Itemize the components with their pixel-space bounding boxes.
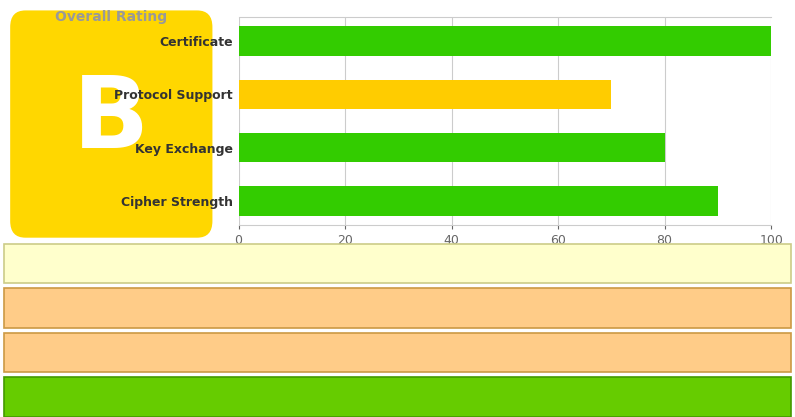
Text: for more information, configuration guides, and books. Known issues are document: for more information, configuration guid… [201,257,747,270]
Text: documentation page: documentation page [71,257,201,270]
Text: .: . [776,257,780,270]
Bar [238,26,771,55]
Text: MORE INFO »: MORE INFO » [596,346,679,359]
Text: This server supports weak Diffie-Hellman (DH) key exchange parameters. Grade cap: This server supports weak Diffie-Hellman… [56,302,656,315]
Bar [238,80,611,109]
Bar [238,186,718,216]
Text: B: B [73,73,149,169]
Text: Overall Rating: Overall Rating [55,10,168,25]
Bar [238,133,665,162]
Text: The server does not support Forward Secrecy with the reference browsers.: The server does not support Forward Secr… [116,346,596,359]
Text: here: here [747,257,776,270]
Text: This server supports TLS_FALLBACK_SCSV to prevent protocol downgrade attacks.: This server supports TLS_FALLBACK_SCSV t… [88,391,707,404]
FancyBboxPatch shape [10,10,212,238]
Text: Visit our: Visit our [15,257,71,270]
Text: MORE INFO »: MORE INFO » [656,302,739,315]
